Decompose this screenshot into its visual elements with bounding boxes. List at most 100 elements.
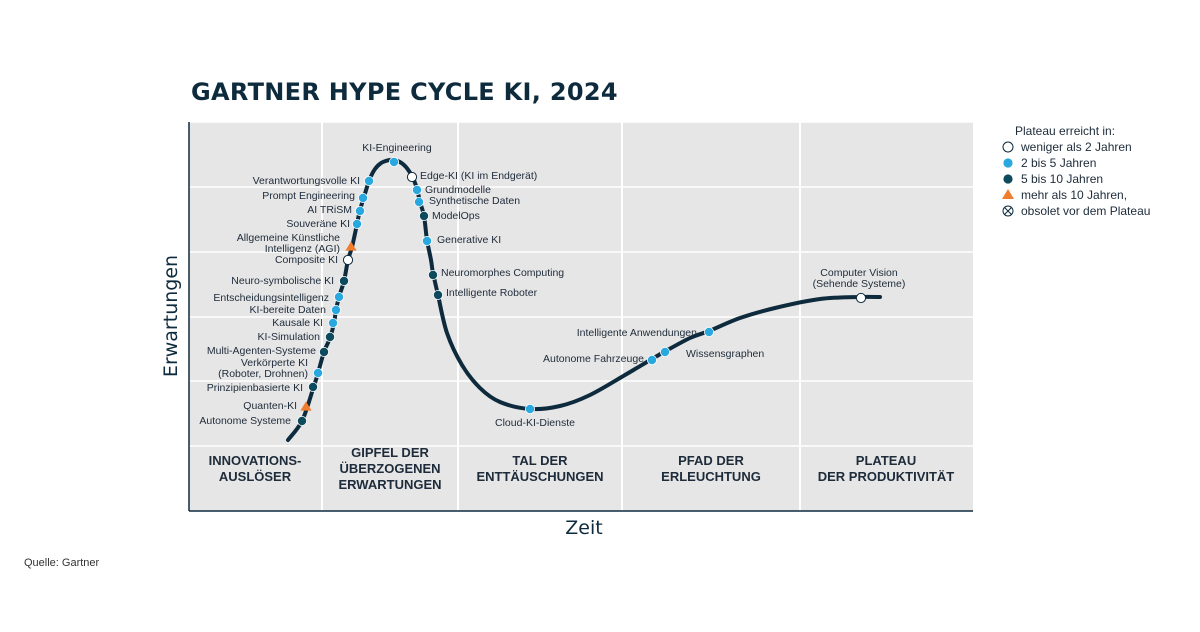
marker-dot xyxy=(418,210,429,221)
technology-point: Autonome Systeme xyxy=(199,415,307,427)
marker-dot xyxy=(647,354,658,365)
legend-item: 5 bis 10 Jahren xyxy=(1002,172,1103,186)
marker-dot xyxy=(525,403,536,414)
technology-label: Cloud-KI-Dienste xyxy=(495,417,575,429)
technology-label: Wissensgraphen xyxy=(686,348,764,360)
marker-open xyxy=(1002,141,1014,153)
technology-label: Grundmodelle xyxy=(425,184,491,196)
phase-label: GIPFEL DER ÜBERZOGENEN ERWARTUNGEN xyxy=(338,445,441,492)
technology-point: Generative KI xyxy=(421,234,501,246)
marker-triangle xyxy=(1002,189,1014,199)
legend-label: 2 bis 5 Jahren xyxy=(1021,156,1096,170)
technology-point: Neuromorphes Computing xyxy=(427,267,564,280)
phase-label: PFAD DER ERLEUCHTUNG xyxy=(661,453,761,484)
chart-title: GARTNER HYPE CYCLE KI, 2024 xyxy=(191,78,618,106)
marker-triangle xyxy=(300,401,312,411)
technology-label: KI-bereite Daten xyxy=(250,304,327,316)
source-note: Quelle: Gartner xyxy=(24,557,100,569)
technology-point: Allgemeine Künstliche Intelligenz (AGI) xyxy=(237,232,357,255)
technology-label: KI-Engineering xyxy=(362,142,432,154)
technology-point: Entscheidungsintelligenz xyxy=(213,291,344,304)
legend-label: obsolet vor dem Plateau xyxy=(1021,204,1150,218)
technology-label: Edge-KI (KI im Endgerät) xyxy=(420,170,537,182)
marker-dot xyxy=(354,205,365,216)
phase-label: INNOVATIONS-AUSLÖSER xyxy=(209,453,302,484)
technology-label: ModelOps xyxy=(432,210,480,222)
technology-point: KI-Simulation xyxy=(258,331,335,343)
phase-label: TAL DER ENTTÄUSCHUNGEN xyxy=(476,453,603,484)
technology-point: Wissensgraphen xyxy=(660,346,764,360)
marker-dot xyxy=(427,269,438,280)
technology-label: Synthetische Daten xyxy=(429,195,520,207)
technology-label: Souveräne KI xyxy=(286,218,350,230)
technology-label: KI-Simulation xyxy=(258,331,321,343)
legend-title: Plateau erreicht in: xyxy=(1015,124,1115,138)
technology-label: Composite KI xyxy=(275,254,338,266)
technology-label: AI TRiSM xyxy=(307,204,352,216)
technology-points: Autonome Systeme Quanten-KI Prinzipienbasi… xyxy=(199,142,905,429)
technology-point: Verantwortungsvolle KI xyxy=(253,175,374,187)
technology-label: Intelligente Roboter xyxy=(446,287,538,299)
technology-point: Edge-KI (KI im Endgerät) xyxy=(406,170,537,183)
technology-point: Prompt Engineering xyxy=(262,190,368,203)
phase-labels: INNOVATIONS-AUSLÖSER GIPFEL DER ÜBERZOGENE… xyxy=(209,445,955,492)
marker-dot xyxy=(351,218,362,229)
marker-dot xyxy=(432,289,443,300)
technology-point: Souveräne KI xyxy=(286,218,362,230)
y-axis-label: Erwartungen xyxy=(160,255,182,377)
technology-point: Prinzipienbasierte KI xyxy=(207,381,318,394)
technology-label: Generative KI xyxy=(437,234,501,246)
technology-label: Allgemeine Künstliche Intelligenz (AGI) xyxy=(237,232,340,255)
legend-item: obsolet vor dem Plateau xyxy=(1002,204,1150,218)
marker-dot xyxy=(704,326,715,337)
marker-dot xyxy=(357,192,368,203)
technology-point: ModelOps xyxy=(418,210,480,222)
technology-point: Cloud-KI-Dienste xyxy=(495,403,575,429)
marker-dot xyxy=(1002,157,1014,169)
technology-label: Intelligente Anwendungen xyxy=(577,327,697,339)
marker-open xyxy=(855,292,867,304)
marker-dot xyxy=(421,235,432,246)
technology-point: Kausale KI xyxy=(272,317,338,329)
marker-dot xyxy=(338,275,349,286)
technology-point: Autonome Fahrzeuge xyxy=(543,353,658,365)
legend-item: mehr als 10 Jahren, xyxy=(1002,188,1127,202)
marker-dot xyxy=(312,367,323,378)
technology-label: Neuro-symbolische KI xyxy=(231,275,334,287)
technology-label: Quanten-KI xyxy=(243,400,297,412)
marker-open xyxy=(342,254,354,266)
technology-label: Kausale KI xyxy=(272,317,323,329)
technology-point: Synthetische Daten xyxy=(413,195,520,207)
technology-label: Computer Vision (Sehende Systeme) xyxy=(813,267,906,290)
technology-label: Autonome Systeme xyxy=(199,415,291,427)
technology-point: Verkörperte KI (Roboter, Drohnen) xyxy=(218,357,323,380)
technology-point: Grundmodelle xyxy=(411,184,491,196)
technology-point: Composite KI xyxy=(275,254,354,266)
marker-cross xyxy=(1004,207,1012,215)
marker-dot xyxy=(333,291,344,302)
technology-label: Verantwortungsvolle KI xyxy=(253,175,360,187)
technology-label: Multi-Agenten-Systeme xyxy=(207,345,316,357)
marker-dot xyxy=(413,196,424,207)
technology-label: Prompt Engineering xyxy=(262,190,355,202)
technology-point: AI TRiSM xyxy=(307,204,365,216)
x-axis-label: Zeit xyxy=(565,517,602,539)
technology-point: Multi-Agenten-Systeme xyxy=(207,345,329,357)
marker-dot xyxy=(324,331,335,342)
technology-label: Autonome Fahrzeuge xyxy=(543,353,644,365)
marker-dot xyxy=(307,381,318,392)
marker-dot xyxy=(660,346,671,357)
marker-open xyxy=(406,171,418,183)
technology-point: KI-bereite Daten xyxy=(250,304,341,316)
legend-label: 5 bis 10 Jahren xyxy=(1021,172,1103,186)
legend-item: weniger als 2 Jahren xyxy=(1002,140,1132,154)
legend-item: 2 bis 5 Jahren xyxy=(1002,156,1096,170)
legend: Plateau erreicht in: weniger als 2 Jahren… xyxy=(1002,124,1150,218)
technology-label: Neuromorphes Computing xyxy=(441,267,564,279)
marker-dot xyxy=(318,346,329,357)
technology-label: Entscheidungsintelligenz xyxy=(213,292,329,304)
phase-label: PLATEAU DER PRODUKTIVITÄT xyxy=(818,453,955,484)
marker-dot xyxy=(1002,173,1014,185)
technology-point: Computer Vision (Sehende Systeme) xyxy=(813,267,906,304)
